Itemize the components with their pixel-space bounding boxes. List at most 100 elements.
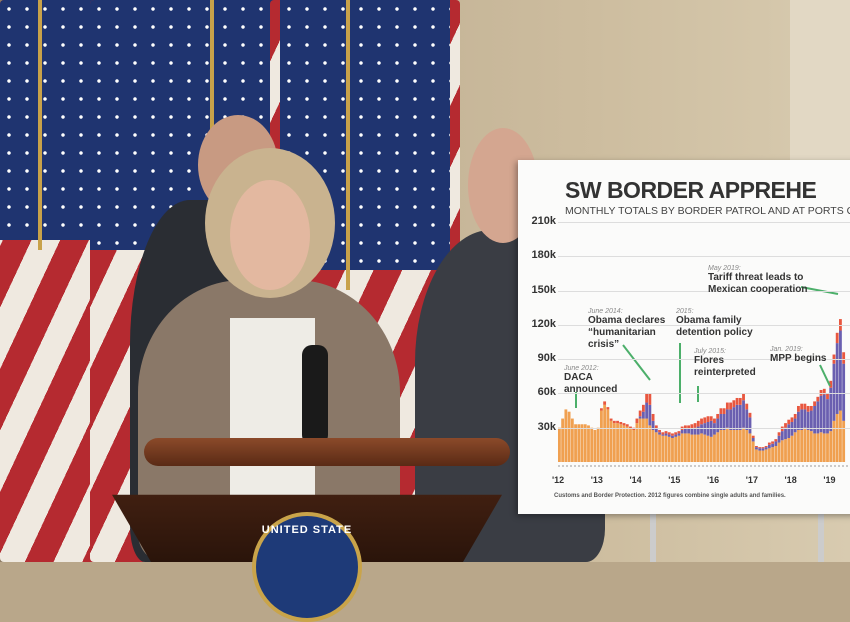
x-tick-label: '12 (552, 475, 565, 485)
x-tick-label: '14 (629, 475, 642, 485)
bar-segment (751, 441, 755, 462)
annotation-date: Jan. 2019: (770, 346, 803, 353)
bar-segment (822, 433, 826, 462)
bar-segment (716, 432, 720, 462)
bar-segment (816, 433, 820, 462)
y-tick-label: 90k (537, 352, 556, 365)
x-tick-label: '18 (784, 475, 797, 485)
bar-segment (603, 404, 607, 462)
bar-segment (813, 433, 816, 462)
annotation-text: Tariff threat leads to (708, 272, 804, 283)
bar-segment (803, 403, 807, 410)
gridline (558, 256, 850, 258)
y-tick-label: 120k (531, 317, 556, 330)
bar-segment (725, 427, 729, 462)
poster-title: SW BORDER APPREHE (565, 177, 817, 203)
bar-segment (777, 432, 781, 436)
bar-segment (738, 397, 742, 405)
bar-segment (761, 450, 765, 462)
bar-segment (829, 387, 833, 432)
gridline (558, 290, 850, 292)
chart-annotation: June 2012: DACA announced (564, 365, 617, 396)
bar-segment (761, 448, 765, 451)
annotation-text: reinterpreted (694, 367, 756, 378)
bar-segment (671, 435, 674, 438)
bar-segment (787, 437, 791, 462)
bar-segment (641, 418, 645, 462)
bar-segment (619, 421, 623, 425)
bar-segment (674, 436, 678, 462)
x-tick-label: '15 (668, 475, 681, 485)
bar-segment (683, 433, 687, 462)
bar-segment (625, 426, 629, 462)
microphone (302, 345, 328, 445)
gridline (558, 427, 850, 429)
chart-annotation: 2015: Obama family detention policy (676, 308, 753, 339)
bar-segment (648, 393, 652, 405)
bar-segment (713, 418, 716, 424)
annotation-date: 2015: (676, 308, 694, 315)
bar-segment (719, 408, 723, 414)
annotation-date: June 2012: (564, 365, 599, 372)
bar-segment (816, 396, 820, 402)
bar-segment (729, 409, 733, 430)
bar-segment (667, 432, 671, 435)
bar-segment (767, 442, 771, 445)
bar-segment (596, 427, 600, 462)
bar-segment (780, 440, 784, 462)
bar-segment (745, 429, 749, 462)
annotation-text: DACA (564, 372, 593, 383)
bar-segment (780, 426, 784, 432)
bar-segment (648, 404, 652, 426)
annotation-date: May 2019: (708, 265, 741, 272)
gridline (558, 221, 850, 223)
bar-segment (790, 417, 794, 422)
gridline (558, 359, 850, 361)
bar-segment (761, 447, 765, 449)
bar-segment (658, 434, 661, 462)
bar-segment (767, 444, 771, 449)
bar-segment (661, 435, 665, 462)
bar-segment (683, 425, 687, 429)
bar-segment (706, 416, 710, 422)
bar-segment (709, 420, 713, 437)
bar-segment (622, 425, 626, 462)
bar-segment (680, 429, 684, 434)
bar-segment (651, 413, 655, 421)
bar-segment (777, 442, 781, 462)
bar-segment (832, 420, 836, 462)
chart-annotation: June 2014: Obama declares “humanitarian cri… (588, 308, 665, 351)
bar-segment (784, 423, 787, 428)
bar-segment (722, 408, 726, 414)
bar-segment (561, 418, 565, 462)
bar-segment (616, 420, 619, 424)
bar-segment (713, 434, 716, 462)
bar-segment (722, 413, 726, 430)
annotation-date: June 2014: (588, 308, 623, 315)
bar-segment (842, 363, 846, 421)
bar-segment (599, 408, 603, 411)
bar-segment (839, 410, 842, 462)
bar-segment (703, 434, 707, 462)
chart-annotation: May 2019: Tariff threat leads to Mexican c… (708, 265, 807, 296)
bar-segment (641, 411, 645, 419)
bar-segment (680, 433, 684, 462)
bar-segment (677, 433, 681, 436)
bar-segment (709, 436, 713, 462)
bar-segment (738, 404, 742, 430)
bar-segment (638, 410, 642, 417)
annotation-text: Obama declares (588, 315, 666, 326)
bar-segment (842, 420, 846, 462)
bar-segment (645, 402, 649, 419)
gridline (558, 393, 850, 395)
bar-segment (713, 423, 716, 435)
x-tick-label: '19 (823, 475, 836, 485)
flag-pole (346, 0, 350, 290)
x-tick-label: '13 (590, 475, 603, 485)
wall-column (790, 0, 850, 160)
bar-segment (583, 424, 587, 462)
bar-segment (616, 423, 619, 462)
bar-segment (764, 449, 768, 462)
poster-subtitle: MONTHLY TOTALS BY BORDER PATROL AND AT P… (565, 205, 850, 217)
bar-segment (829, 380, 833, 388)
